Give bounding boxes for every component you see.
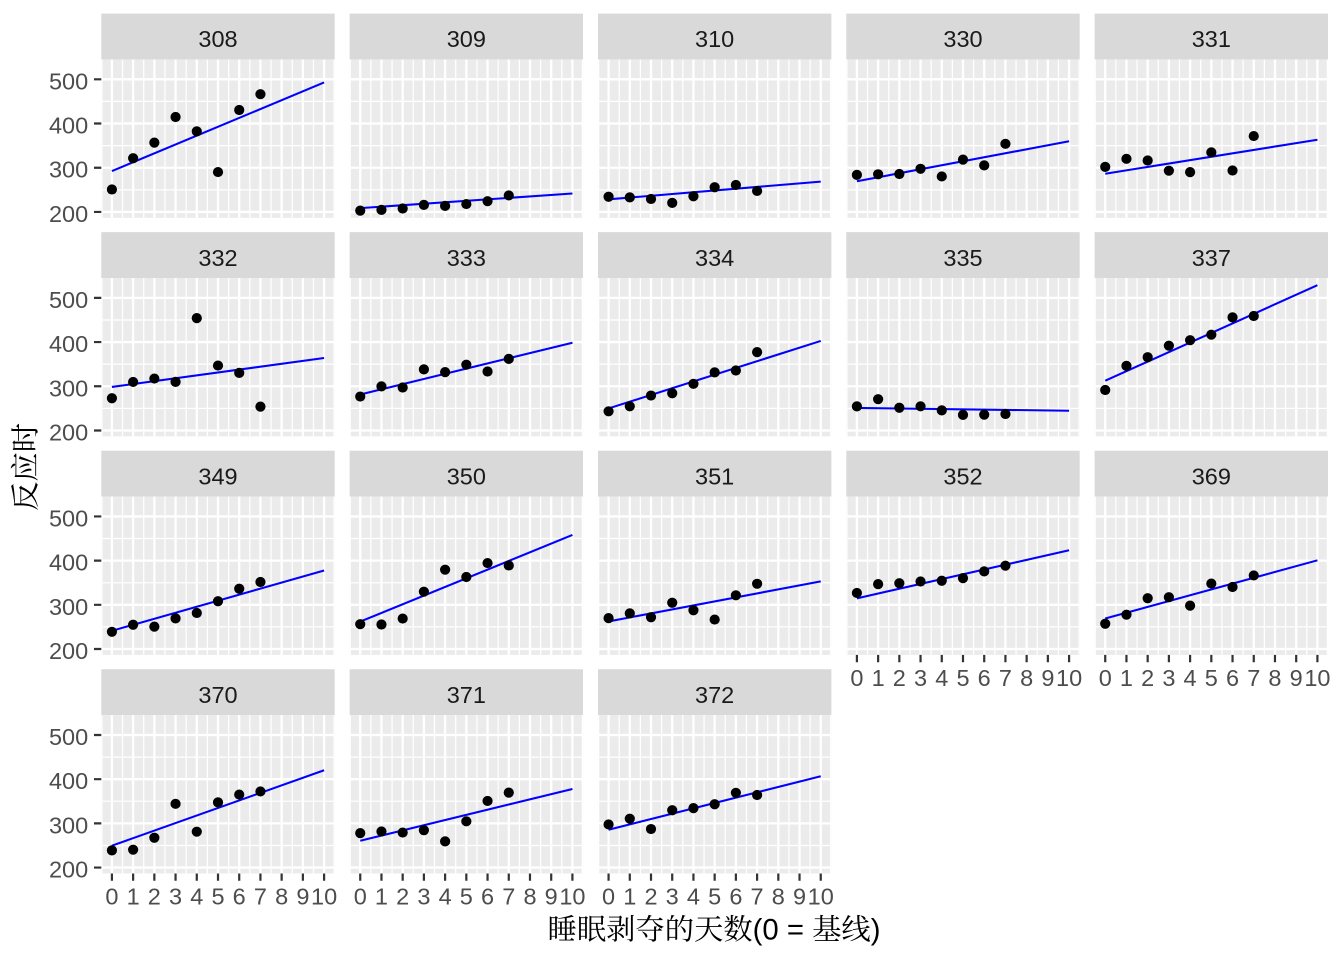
svg-text:1: 1 [1120, 665, 1133, 691]
svg-text:7: 7 [502, 883, 515, 909]
svg-text:7: 7 [254, 883, 267, 909]
svg-text:1: 1 [872, 665, 885, 691]
svg-text:200: 200 [49, 419, 88, 445]
svg-text:308: 308 [198, 26, 237, 52]
svg-text:352: 352 [943, 463, 982, 489]
svg-text:300: 300 [49, 594, 88, 620]
svg-text:0: 0 [850, 665, 863, 691]
svg-text:7: 7 [999, 665, 1012, 691]
svg-text:300: 300 [49, 812, 88, 838]
svg-text:3: 3 [417, 883, 430, 909]
svg-text:10: 10 [559, 883, 585, 909]
svg-text:400: 400 [49, 331, 88, 357]
svg-text:3: 3 [914, 665, 927, 691]
svg-text:4: 4 [439, 883, 452, 909]
svg-text:369: 369 [1192, 463, 1231, 489]
svg-text:5: 5 [956, 665, 969, 691]
svg-text:0: 0 [354, 883, 367, 909]
svg-text:332: 332 [198, 245, 237, 271]
svg-text:335: 335 [943, 245, 982, 271]
svg-text:500: 500 [49, 68, 88, 94]
svg-text:3: 3 [1162, 665, 1175, 691]
svg-text:400: 400 [49, 113, 88, 139]
svg-text:370: 370 [198, 682, 237, 708]
svg-text:331: 331 [1192, 26, 1231, 52]
svg-text:10: 10 [1304, 665, 1330, 691]
svg-text:9: 9 [296, 883, 309, 909]
svg-text:350: 350 [447, 463, 486, 489]
svg-text:337: 337 [1192, 245, 1231, 271]
svg-text:8: 8 [523, 883, 536, 909]
svg-text:4: 4 [687, 883, 700, 909]
svg-text:334: 334 [695, 245, 734, 271]
svg-text:2: 2 [1141, 665, 1154, 691]
svg-text:2: 2 [396, 883, 409, 909]
svg-text:4: 4 [1184, 665, 1197, 691]
svg-text:0: 0 [105, 883, 118, 909]
svg-text:330: 330 [943, 26, 982, 52]
svg-text:349: 349 [198, 463, 237, 489]
svg-text:6: 6 [729, 883, 742, 909]
svg-text:500: 500 [49, 724, 88, 750]
svg-text:372: 372 [695, 682, 734, 708]
svg-text:8: 8 [1268, 665, 1281, 691]
svg-text:6: 6 [1226, 665, 1239, 691]
svg-text:400: 400 [49, 550, 88, 576]
svg-text:2: 2 [148, 883, 161, 909]
svg-text:1: 1 [375, 883, 388, 909]
svg-text:333: 333 [447, 245, 486, 271]
svg-text:200: 200 [49, 201, 88, 227]
svg-text:5: 5 [1205, 665, 1218, 691]
svg-text:8: 8 [1020, 665, 1033, 691]
svg-text:9: 9 [1041, 665, 1054, 691]
svg-text:(0 =: (0 = [753, 913, 804, 946]
svg-text:5: 5 [211, 883, 224, 909]
svg-text:200: 200 [49, 638, 88, 664]
svg-text:9: 9 [1290, 665, 1303, 691]
svg-text:6: 6 [481, 883, 494, 909]
svg-text:10: 10 [808, 883, 834, 909]
svg-text:8: 8 [275, 883, 288, 909]
svg-text:351: 351 [695, 463, 734, 489]
svg-text:0: 0 [602, 883, 615, 909]
svg-text:8: 8 [772, 883, 785, 909]
svg-text:0: 0 [1099, 665, 1112, 691]
svg-text:310: 310 [695, 26, 734, 52]
svg-text:7: 7 [1247, 665, 1260, 691]
svg-text:6: 6 [978, 665, 991, 691]
svg-text:4: 4 [190, 883, 203, 909]
svg-text:371: 371 [447, 682, 486, 708]
svg-text:500: 500 [49, 287, 88, 313]
svg-text:5: 5 [708, 883, 721, 909]
svg-text:7: 7 [751, 883, 764, 909]
svg-text:3: 3 [169, 883, 182, 909]
svg-text:): ) [871, 913, 881, 946]
svg-text:3: 3 [666, 883, 679, 909]
svg-text:1: 1 [623, 883, 636, 909]
svg-text:300: 300 [49, 157, 88, 183]
svg-text:10: 10 [311, 883, 337, 909]
svg-text:2: 2 [893, 665, 906, 691]
svg-text:300: 300 [49, 375, 88, 401]
svg-text:400: 400 [49, 768, 88, 794]
svg-text:200: 200 [49, 857, 88, 883]
svg-text:500: 500 [49, 505, 88, 531]
svg-text:9: 9 [545, 883, 558, 909]
svg-text:9: 9 [793, 883, 806, 909]
svg-text:1: 1 [127, 883, 140, 909]
svg-text:4: 4 [935, 665, 948, 691]
svg-text:2: 2 [644, 883, 657, 909]
svg-text:6: 6 [233, 883, 246, 909]
svg-text:309: 309 [447, 26, 486, 52]
svg-text:10: 10 [1056, 665, 1082, 691]
svg-text:5: 5 [460, 883, 473, 909]
